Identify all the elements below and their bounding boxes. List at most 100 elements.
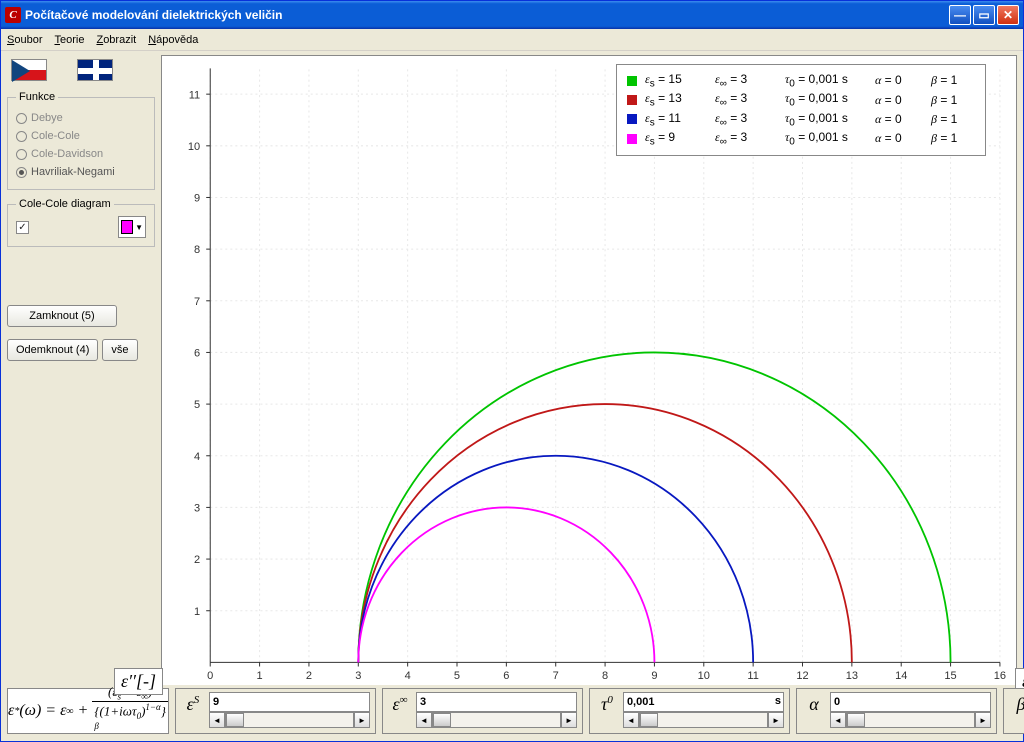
svg-text:11: 11 [747, 670, 758, 682]
svg-text:1: 1 [257, 670, 263, 682]
legend-color-icon [627, 95, 637, 105]
slider-thumb[interactable] [640, 713, 658, 727]
svg-text:3: 3 [355, 670, 361, 682]
app-icon: C [5, 7, 21, 23]
maximize-button[interactable]: ▭ [973, 5, 995, 25]
param-input-eps_inf[interactable] [416, 692, 577, 712]
funkce-option-debye[interactable]: Debye [16, 109, 146, 127]
chart-legend: εs = 15ε∞ = 3τ0 = 0,001 sα = 0β = 1 εs = … [616, 64, 986, 156]
funkce-option-colecole[interactable]: Cole-Cole [16, 127, 146, 145]
plot-border: 0123456789101112131415161234567891011 ε′… [161, 55, 1017, 685]
param-label: ε∞ [388, 692, 412, 730]
slider-left-icon[interactable]: ◄ [623, 712, 639, 728]
svg-text:2: 2 [194, 554, 200, 566]
svg-text:11: 11 [189, 89, 200, 101]
svg-text:8: 8 [194, 244, 200, 256]
slider-track[interactable] [225, 712, 354, 728]
slider-right-icon[interactable]: ► [975, 712, 991, 728]
colecole-checkbox[interactable] [16, 221, 29, 234]
radio-label: Cole-Cole [31, 130, 80, 142]
slider-track[interactable] [432, 712, 561, 728]
colecole-legend: Cole-Cole diagram [16, 198, 114, 210]
minimize-button[interactable]: — [949, 5, 971, 25]
svg-text:6: 6 [503, 670, 509, 682]
svg-text:4: 4 [405, 670, 411, 682]
slider-right-icon[interactable]: ► [354, 712, 370, 728]
svg-text:5: 5 [194, 399, 200, 411]
param-label: τ0 [595, 692, 619, 730]
flag-czech[interactable] [11, 59, 47, 81]
svg-text:7: 7 [553, 670, 559, 682]
plot-area: 0123456789101112131415161234567891011 ε′… [161, 51, 1023, 685]
legend-row: εs = 15ε∞ = 3τ0 = 0,001 sα = 0β = 1 [627, 71, 975, 90]
param-slider-alpha[interactable]: ◄► [830, 712, 991, 728]
slider-track[interactable] [846, 712, 975, 728]
menu-zobrazit[interactable]: Zobrazit [96, 34, 136, 46]
param-eps_s: εS◄► [175, 688, 376, 734]
slider-thumb[interactable] [226, 713, 244, 727]
slider-thumb[interactable] [433, 713, 451, 727]
zamknout-button[interactable]: Zamknout (5) [7, 305, 117, 327]
sidebar: Funkce Debye Cole-Cole Cole-Davidson Havril… [1, 51, 161, 685]
slider-right-icon[interactable]: ► [768, 712, 784, 728]
slider-thumb[interactable] [847, 713, 865, 727]
legend-color-icon [627, 134, 637, 144]
menu-soubor[interactable]: Soubor [7, 34, 42, 46]
menubar: Soubor Teorie Zobrazit Nápověda [1, 29, 1023, 51]
svg-text:2: 2 [306, 670, 312, 682]
window-title: Počítačové modelování dielektrických vel… [25, 8, 949, 22]
slider-left-icon[interactable]: ◄ [416, 712, 432, 728]
radio-label: Havriliak-Negami [31, 166, 115, 178]
funkce-option-havriliaknegami[interactable]: Havriliak-Negami [16, 163, 146, 181]
content: Funkce Debye Cole-Cole Cole-Davidson Havril… [1, 51, 1023, 685]
legend-row: εs = 9ε∞ = 3τ0 = 0,001 sα = 0β = 1 [627, 129, 975, 148]
param-label: εS [181, 692, 205, 730]
funkce-group: Funkce Debye Cole-Cole Cole-Davidson Havril… [7, 91, 155, 190]
legend-color-icon [627, 76, 637, 86]
param-slider-eps_inf[interactable]: ◄► [416, 712, 577, 728]
funkce-legend: Funkce [16, 91, 58, 103]
slider-right-icon[interactable]: ► [561, 712, 577, 728]
svg-text:8: 8 [602, 670, 608, 682]
color-swatch-box [121, 220, 133, 234]
app-window: C Počítačové modelování dielektrických v… [0, 0, 1024, 742]
menu-teorie[interactable]: Teorie [54, 34, 84, 46]
svg-text:12: 12 [796, 670, 808, 682]
color-picker[interactable]: ▼ [118, 216, 146, 238]
radio-label: Cole-Davidson [31, 148, 103, 160]
radio-icon [16, 167, 27, 178]
vse-button[interactable]: vše [102, 339, 137, 361]
svg-text:14: 14 [895, 670, 907, 682]
svg-text:1: 1 [194, 606, 200, 618]
chevron-down-icon: ▼ [135, 223, 143, 232]
param-input-eps_s[interactable] [209, 692, 370, 712]
param-slider-eps_s[interactable]: ◄► [209, 712, 370, 728]
radio-icon [16, 149, 27, 160]
svg-text:7: 7 [194, 296, 200, 308]
funkce-option-coledavidson[interactable]: Cole-Davidson [16, 145, 146, 163]
param-label: α [802, 692, 826, 730]
param-label: β [1009, 692, 1024, 730]
colecole-group: Cole-Cole diagram ▼ [7, 198, 155, 247]
svg-text:10: 10 [698, 670, 710, 682]
param-input-tau0[interactable] [623, 692, 784, 712]
slider-track[interactable] [639, 712, 768, 728]
param-input-alpha[interactable] [830, 692, 991, 712]
svg-text:4: 4 [194, 451, 200, 463]
radio-label: Debye [31, 112, 63, 124]
flag-uk[interactable] [77, 59, 113, 81]
close-button[interactable]: ✕ [997, 5, 1019, 25]
slider-left-icon[interactable]: ◄ [209, 712, 225, 728]
odemknout-button[interactable]: Odemknout (4) [7, 339, 98, 361]
language-flags [7, 57, 155, 83]
svg-text:16: 16 [994, 670, 1006, 682]
radio-icon [16, 131, 27, 142]
param-beta: β◄► [1003, 688, 1024, 734]
slider-left-icon[interactable]: ◄ [830, 712, 846, 728]
param-eps_inf: ε∞◄► [382, 688, 583, 734]
param-tau0: τ0◄►s [589, 688, 790, 734]
window-controls: — ▭ ✕ [949, 5, 1019, 25]
param-slider-tau0[interactable]: ◄► [623, 712, 784, 728]
svg-text:9: 9 [194, 192, 200, 204]
menu-napoveda[interactable]: Nápověda [148, 34, 198, 46]
